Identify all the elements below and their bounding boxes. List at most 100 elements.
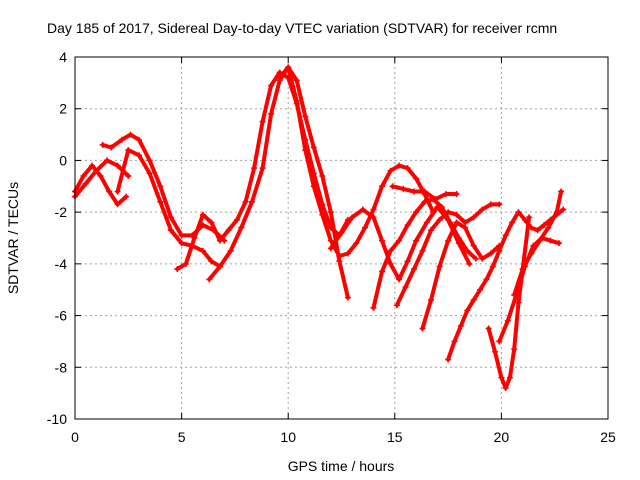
data-point	[404, 258, 411, 265]
data-point	[457, 322, 464, 329]
data-point	[293, 77, 300, 84]
series-arc-9	[370, 196, 479, 311]
data-point	[498, 374, 505, 381]
data-point	[396, 237, 403, 244]
data-point	[118, 136, 125, 143]
data-point	[502, 384, 509, 391]
data-point	[361, 224, 368, 231]
data-point	[558, 188, 565, 195]
y-tick-label: 4	[59, 49, 67, 65]
data-point	[178, 232, 185, 239]
data-point	[178, 240, 185, 247]
series-arc-15	[496, 235, 562, 345]
data-point	[293, 97, 300, 104]
data-point	[157, 183, 164, 190]
data-point	[135, 136, 142, 143]
data-point	[455, 235, 462, 241]
data-point	[125, 147, 132, 154]
data-point	[353, 240, 360, 247]
data-point	[268, 82, 275, 89]
data-point	[199, 247, 206, 254]
data-point	[379, 237, 386, 244]
series-arc-16	[511, 188, 565, 298]
data-point	[413, 237, 420, 244]
data-point	[496, 201, 503, 208]
data-point	[302, 113, 309, 120]
data-point	[338, 229, 345, 236]
data-point	[496, 247, 503, 254]
data-point	[327, 209, 334, 216]
data-point	[396, 162, 403, 169]
data-point	[276, 74, 283, 81]
data-point	[108, 144, 115, 151]
data-point	[509, 219, 516, 226]
data-point	[310, 183, 317, 190]
data-point	[541, 222, 548, 229]
chart-title: Day 185 of 2017, Sidereal Day-to-day VTE…	[47, 20, 557, 36]
data-point	[423, 219, 430, 226]
data-point	[472, 255, 479, 262]
series-arc-12	[389, 183, 460, 203]
data-point	[259, 165, 266, 172]
data-point	[93, 167, 100, 174]
series-arc-8	[327, 203, 473, 283]
data-point	[319, 211, 326, 218]
series-arc-6	[206, 64, 351, 301]
series-arc-1	[72, 162, 130, 208]
data-point	[387, 247, 394, 254]
data-point	[464, 307, 471, 314]
data-point	[419, 247, 426, 254]
data-point	[302, 147, 309, 154]
data-point	[370, 214, 377, 221]
data-point	[445, 356, 452, 363]
data-point	[515, 209, 522, 216]
data-point	[379, 183, 386, 190]
data-point	[327, 245, 334, 252]
data-point	[259, 118, 266, 125]
data-point	[534, 227, 541, 234]
data-point	[511, 346, 518, 353]
series-arc-14	[485, 214, 533, 391]
x-tick-label: 10	[280, 429, 296, 445]
data-point	[419, 325, 426, 332]
data-point	[511, 291, 518, 298]
data-point	[528, 250, 535, 257]
data-point	[319, 172, 326, 179]
data-point	[410, 266, 417, 273]
data-point	[268, 110, 275, 117]
data-point	[344, 250, 351, 257]
series-line	[371, 197, 478, 310]
data-point	[421, 188, 428, 195]
data-point	[103, 157, 110, 164]
data-point	[404, 165, 411, 172]
data-point	[114, 188, 121, 195]
data-point	[359, 206, 366, 213]
data-point	[135, 152, 142, 159]
series-line	[420, 220, 502, 331]
data-point	[336, 253, 343, 260]
data-point	[479, 206, 486, 213]
x-tick-label: 0	[71, 429, 79, 445]
data-point	[536, 237, 543, 244]
data-point	[106, 188, 113, 195]
data-point	[167, 214, 174, 221]
data-point	[438, 203, 445, 210]
data-point	[410, 188, 417, 195]
data-point	[174, 266, 181, 273]
data-point	[479, 255, 486, 262]
data-point	[421, 198, 428, 205]
data-point	[225, 227, 232, 234]
data-point	[470, 242, 477, 249]
data-point	[123, 193, 130, 200]
data-point	[413, 209, 420, 216]
data-point	[462, 219, 469, 226]
data-point	[404, 222, 411, 229]
data-point	[285, 64, 292, 71]
data-point	[396, 276, 403, 283]
data-point	[402, 284, 409, 291]
data-point	[97, 172, 104, 179]
data-point	[82, 180, 89, 187]
data-point	[453, 211, 460, 218]
series-arc-3	[99, 131, 228, 244]
